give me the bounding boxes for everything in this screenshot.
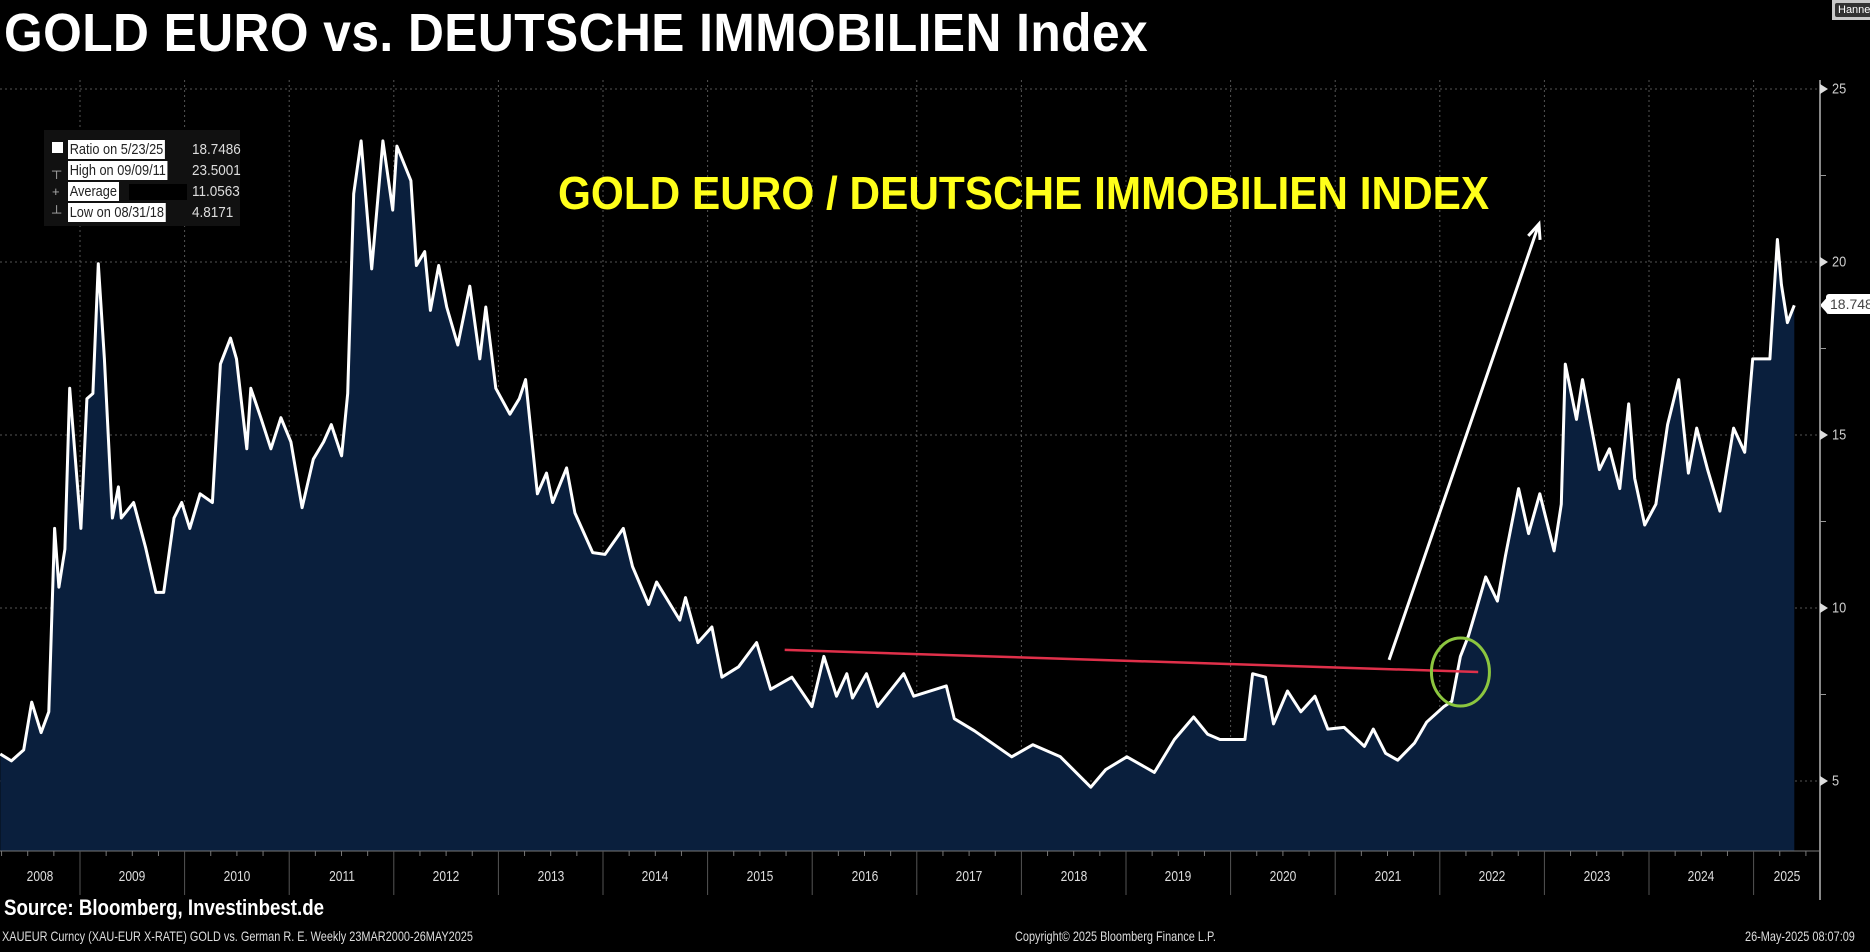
page-title: GOLD EURO vs. DEUTSCHE IMMOBILIEN Index — [4, 3, 1149, 63]
x-tick-label: 2022 — [1478, 868, 1506, 885]
legend-value: 4.8171 — [192, 204, 234, 221]
overlay-title: GOLD EURO / DEUTSCHE IMMOBILIEN INDEX — [558, 167, 1490, 219]
legend-label: Ratio on 5/23/25 — [68, 140, 165, 159]
x-tick-label: 2023 — [1583, 868, 1611, 885]
x-tick-label: 2025 — [1773, 868, 1801, 885]
hanne-button-label: Hanne — [1835, 3, 1870, 17]
low-marker-icon: ┴ — [52, 205, 62, 220]
y-tick-marker — [1820, 84, 1828, 94]
x-tick-label: 2010 — [223, 868, 251, 885]
x-tick-label: 2018 — [1060, 868, 1088, 885]
x-tick-label: 2015 — [746, 868, 774, 885]
y-tick-marker — [1820, 776, 1828, 786]
y-tick-marker — [1820, 430, 1828, 440]
legend: Ratio on 5/23/25 18.7486 ┬ High on 09/09… — [44, 130, 241, 226]
trendline — [784, 648, 1479, 674]
annotations — [784, 220, 1828, 708]
y-tick-label: 15 — [1832, 426, 1847, 444]
y-tick-label: 20 — [1832, 253, 1847, 271]
x-tick-label: 2013 — [537, 868, 565, 885]
y-tick-marker — [1820, 603, 1828, 613]
legend-value: 23.5001 — [192, 162, 241, 179]
arrow-line — [1387, 223, 1541, 661]
x-tick-label: 2020 — [1269, 868, 1297, 885]
hanne-button[interactable]: Hanne — [1832, 0, 1870, 20]
x-tick-label: 2012 — [432, 868, 460, 885]
highlight-circle — [1429, 636, 1491, 708]
copyright: Copyright© 2025 Bloomberg Finance L.P. — [1015, 928, 1216, 944]
y-tick-label: 5 — [1832, 772, 1840, 790]
x-tick-label: 2014 — [641, 868, 669, 885]
series-area — [0, 140, 1795, 851]
current-value-label: 18.7486 — [1826, 294, 1870, 315]
x-tick-label: 2019 — [1164, 868, 1192, 885]
series-line — [0, 139, 1796, 789]
x-tick-label: 2016 — [851, 868, 878, 885]
legend-label: Average — [68, 182, 119, 201]
average-marker-icon: + — [52, 184, 60, 199]
y-tick-marker — [1820, 257, 1828, 267]
high-marker-icon: ┬ — [52, 163, 62, 178]
legend-square-icon — [52, 142, 63, 153]
x-axis-ticks — [1, 851, 1807, 895]
x-tick-label: 2008 — [26, 868, 54, 885]
ticker-info: XAUEUR Curncy (XAU-EUR X-RATE) GOLD vs. … — [2, 928, 473, 944]
x-tick-label: 2011 — [328, 868, 355, 885]
x-tick-label: 2021 — [1374, 868, 1401, 885]
legend-label: Low on 08/31/18 — [68, 203, 166, 222]
y-tick-label: 10 — [1832, 599, 1847, 617]
x-tick-label: 2024 — [1687, 868, 1715, 885]
legend-value: 18.7486 — [192, 141, 241, 158]
legend-label: High on 09/09/11 — [68, 161, 168, 180]
source-note: Source: Bloomberg, Investinbest.de — [4, 895, 325, 920]
timestamp: 26-May-2025 08:07:09 — [1745, 928, 1855, 944]
x-tick-label: 2017 — [955, 868, 983, 885]
arrow-head-icon — [1527, 220, 1542, 241]
legend-swatch-black — [129, 184, 187, 200]
legend-value: 11.0563 — [192, 183, 240, 200]
y-axis-ticks — [1820, 84, 1828, 786]
y-tick-label: 25 — [1832, 80, 1847, 98]
x-tick-label: 2009 — [118, 868, 146, 885]
